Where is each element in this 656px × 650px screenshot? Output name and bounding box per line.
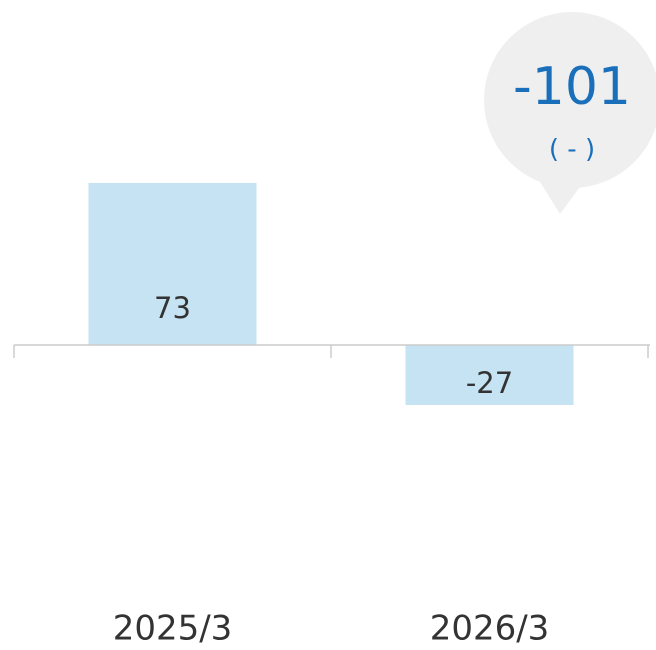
bars (88, 182, 574, 405)
x-tick-label: 2025/3 (113, 609, 233, 649)
callout: -101 ( - ) (484, 12, 656, 214)
callout-bubble (484, 12, 656, 188)
bar (405, 345, 574, 405)
baseline-axis (13, 344, 650, 358)
value-label: -27 (466, 366, 513, 400)
callout-note: ( - ) (549, 135, 595, 165)
x-tick-label: 2026/3 (430, 609, 550, 649)
callout-value: -101 (513, 57, 631, 117)
bar (88, 182, 257, 345)
callout-tail (540, 180, 585, 214)
value-label: 73 (154, 291, 191, 325)
